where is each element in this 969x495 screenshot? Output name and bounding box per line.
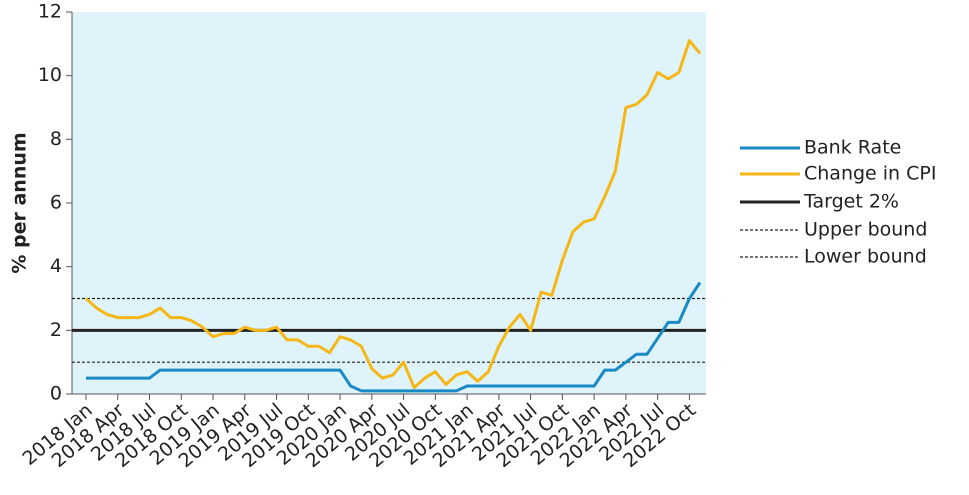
legend-label: Upper bound: [804, 219, 927, 241]
plot-background: [72, 12, 706, 394]
y-tick-label: 2: [50, 319, 62, 341]
legend-label: Change in CPI: [804, 163, 936, 185]
y-tick-label: 0: [50, 383, 62, 405]
y-tick-label: 10: [38, 64, 62, 86]
legend-label: Target 2%: [803, 191, 899, 213]
series-line: [84, 39, 702, 390]
y-tick-label: 6: [50, 192, 62, 214]
series-line: [86, 281, 702, 393]
y-tick-label: 12: [38, 1, 62, 23]
y-tick-label: 4: [50, 255, 62, 277]
legend-label: Bank Rate: [804, 137, 901, 159]
y-axis-label: % per annum: [9, 132, 31, 273]
legend-label: Lower bound: [804, 246, 927, 268]
y-tick-label: 8: [50, 128, 62, 150]
